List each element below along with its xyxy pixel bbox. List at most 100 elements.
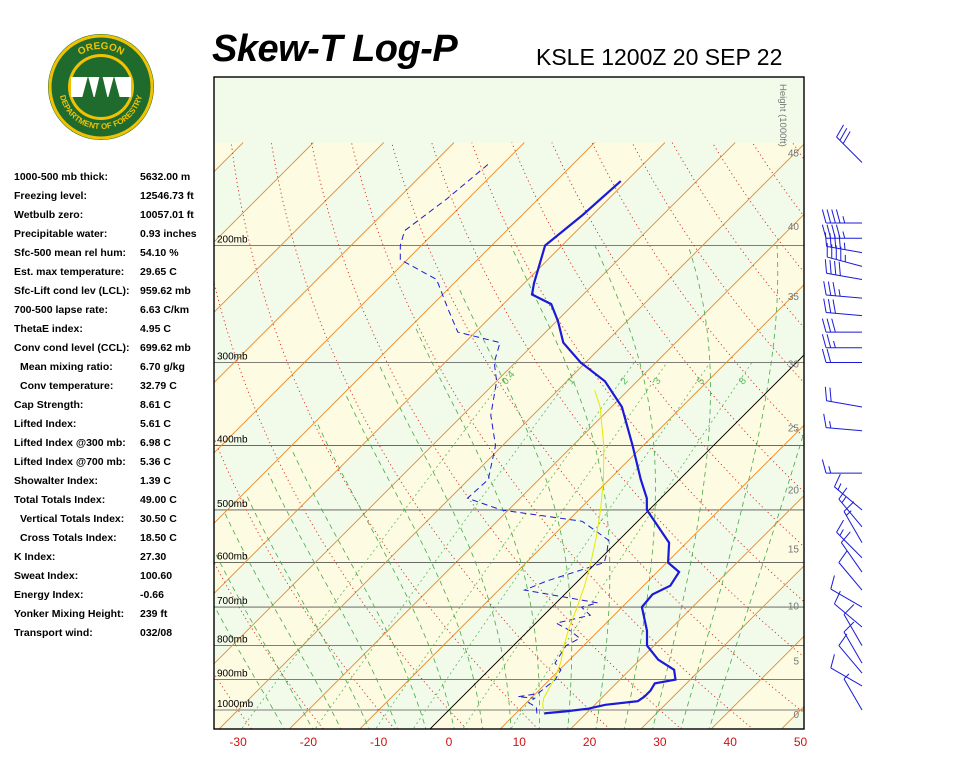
wind-barb [843, 621, 863, 664]
index-row: Cross Totals Index: 18.50 C [14, 529, 214, 548]
wind-barb [830, 654, 863, 687]
wind-barb [836, 519, 863, 559]
height-tick-label: 20 [788, 485, 800, 496]
index-row: Lifted Index: 5.61 C [14, 415, 214, 434]
mixing-ratio-line [240, 362, 517, 729]
index-value: 12546.73 ft [140, 190, 194, 202]
height-tick-label: 25 [788, 424, 800, 435]
dry-adiabat [833, 143, 960, 733]
dry-adiabat [351, 142, 754, 729]
index-row: Sfc-500 mean rel hum: 54.10 % [14, 244, 214, 263]
isotherm-line [780, 705, 804, 729]
moist-adiabat [224, 512, 342, 729]
index-value: 5.61 C [140, 418, 171, 430]
x-tick-label: 50 [794, 735, 808, 749]
index-label: Cross Totals Index: [20, 532, 117, 544]
mixing-ratio-line [412, 362, 668, 729]
index-row: Total Totals Index: 49.00 C [14, 491, 214, 510]
height-tick-label: 5 [793, 657, 799, 668]
dry-adiabat [391, 142, 804, 714]
moist-adiabat [414, 326, 540, 729]
station-time-label: KSLE 1200Z 20 SEP 22 [536, 44, 783, 70]
index-row: Transport wind: 032/08 [14, 624, 214, 643]
height-tick-label: 0 [793, 710, 799, 721]
dry-adiabat [953, 143, 960, 733]
index-value: 18.50 C [140, 532, 177, 544]
pressure-label: 400mb [217, 435, 248, 446]
moist-adiabat [316, 422, 455, 729]
index-label: Lifted Index @700 mb: [14, 456, 126, 468]
index-value: 1.39 C [140, 475, 171, 487]
index-value: 032/08 [140, 627, 173, 639]
dewpoint-profile [399, 162, 609, 714]
moist-adiabat [214, 549, 314, 729]
pressure-label: 800mb [217, 635, 248, 646]
wind-barb [823, 298, 863, 317]
pressure-label: 1000mb [217, 699, 254, 710]
plot-frame [213, 76, 805, 730]
wind-barb [824, 259, 863, 281]
x-tick-label: -10 [370, 735, 388, 749]
stability-indices-panel: 1000-500 mb thick: 5632.00 m Freezing leve… [14, 168, 214, 643]
index-row: Freezing level: 12546.73 ft [14, 187, 214, 206]
temperature-band [849, 143, 960, 733]
chart-title: Skew-T Log-P [212, 28, 458, 70]
x-tick-label: 0 [446, 735, 453, 749]
x-tick-label: 10 [513, 735, 527, 749]
index-row: ThetaE index: 4.95 C [14, 320, 214, 339]
index-label: Cap Strength: [14, 399, 84, 411]
index-label: Est. max temperature: [14, 266, 125, 278]
isotherm-line [218, 143, 804, 729]
dry-adiabat [431, 142, 804, 658]
dry-adiabat [214, 561, 324, 729]
index-row: 1000-500 mb thick: 5632.00 m [14, 168, 214, 187]
isotherm-line [214, 142, 595, 524]
x-tick-label: -30 [229, 735, 247, 749]
moist-adiabat [680, 245, 779, 729]
wind-barb [821, 318, 862, 333]
isotherm-line [640, 565, 804, 729]
zero-isotherm [429, 354, 804, 729]
wind-barb [821, 224, 862, 239]
height-tick-label: 45 [788, 148, 800, 159]
index-label: Sfc-Lift cond lev (LCL): [14, 285, 130, 297]
index-label: Total Totals Index: [14, 494, 106, 506]
index-row: 700-500 lapse rate: 6.63 C/km [14, 301, 214, 320]
isotherm-line [214, 142, 244, 173]
oregon-department-of-forestry-logo: OREGON DEPARTMENT OF FORESTRY [48, 34, 154, 140]
isotherm-line [214, 142, 455, 384]
moist-adiabat [594, 245, 656, 729]
wind-barb [821, 209, 862, 224]
wind-barb [836, 124, 863, 163]
isotherm-line [0, 143, 103, 733]
index-value: 239 ft [140, 608, 168, 620]
dry-adiabat [873, 143, 960, 733]
x-tick-label: 20 [583, 735, 597, 749]
wind-barb [826, 243, 863, 267]
index-label: Conv cond level (CCL): [14, 342, 130, 354]
index-value: 5.36 C [140, 456, 171, 468]
index-label: 1000-500 mb thick: [14, 171, 108, 183]
dry-adiabat [913, 143, 960, 733]
wind-barb [821, 459, 862, 474]
index-row: Yonker Mixing Height: 239 ft [14, 605, 214, 624]
temperature-band [214, 142, 244, 172]
dry-adiabat [792, 142, 804, 160]
index-value: 30.50 C [140, 513, 177, 525]
mixing-ratio-line [314, 362, 582, 729]
index-value: 32.79 C [140, 380, 177, 392]
height-tick-label: 15 [788, 545, 800, 556]
index-row: Sfc-Lift cond lev (LCL): 959.62 mb [14, 282, 214, 301]
wind-barb [843, 604, 863, 646]
pressure-label: 600mb [217, 552, 248, 563]
wind-barb [833, 473, 863, 511]
index-label: Energy Index: [14, 589, 84, 601]
index-label: K Index: [14, 551, 56, 563]
index-value: 0.93 inches [140, 228, 197, 240]
index-row: K Index: 27.30 [14, 548, 214, 567]
index-row: Lifted Index @700 mb: 5.36 C [14, 453, 214, 472]
wind-barb [823, 281, 863, 299]
isotherm-line [288, 213, 804, 729]
isotherm-line [849, 143, 960, 733]
